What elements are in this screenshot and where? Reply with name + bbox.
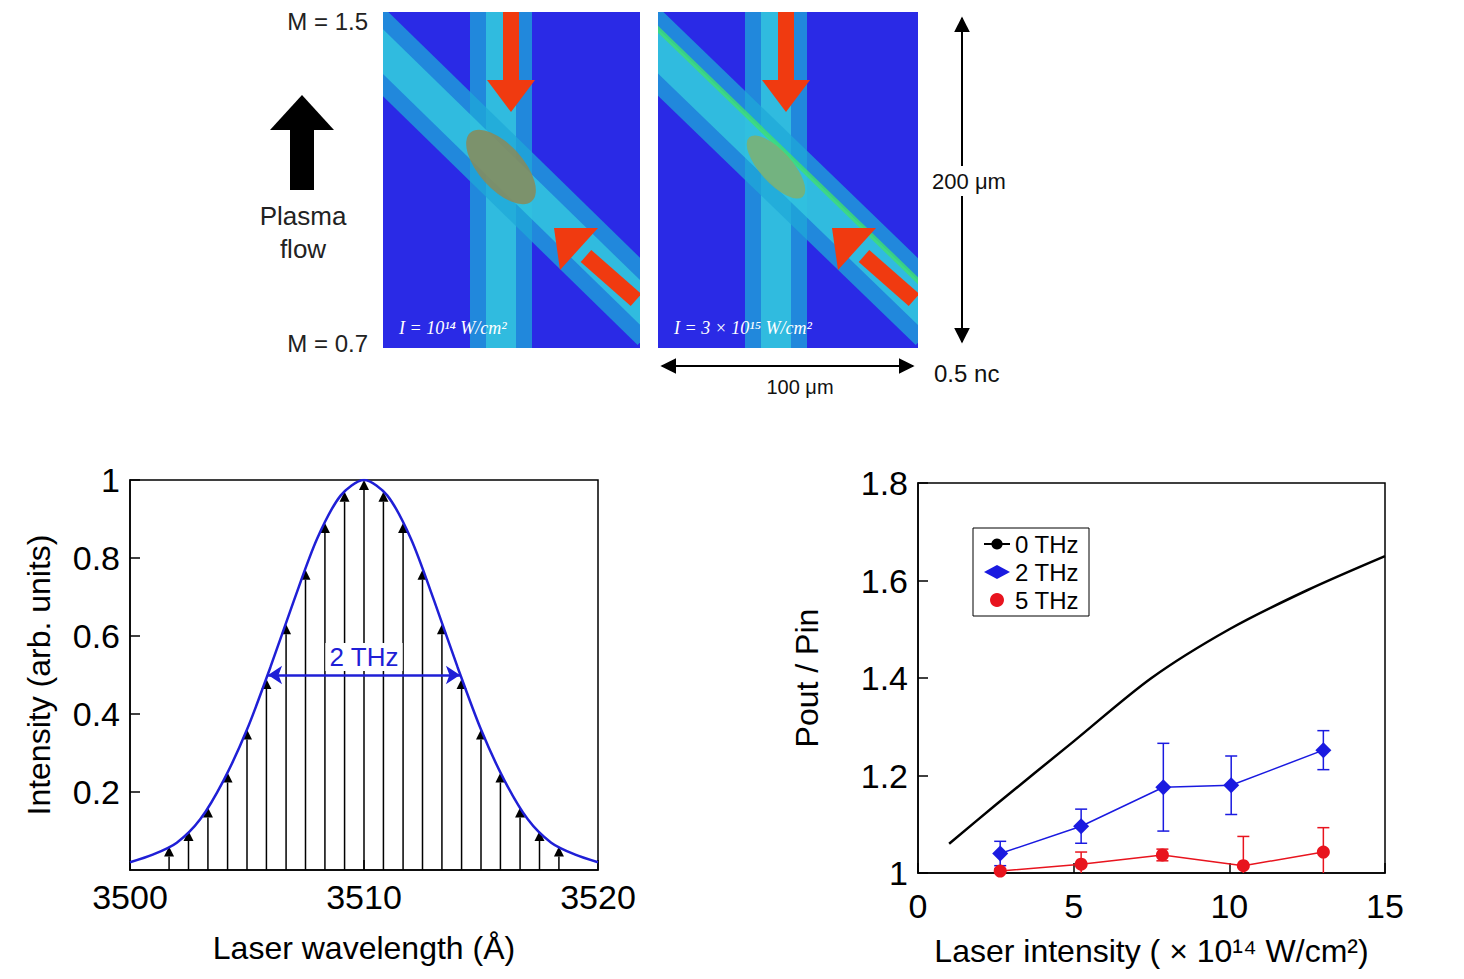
svg-text:100 μm: 100 μm <box>766 376 833 398</box>
svg-text:0.2: 0.2 <box>73 773 120 811</box>
svg-text:3510: 3510 <box>326 878 402 916</box>
svg-text:5 THz: 5 THz <box>1015 587 1079 614</box>
svg-text:Plasma: Plasma <box>260 201 347 231</box>
svg-text:0.6: 0.6 <box>73 617 120 655</box>
svg-text:M = 1.5: M = 1.5 <box>287 8 368 35</box>
svg-text:1.8: 1.8 <box>861 464 908 502</box>
svg-text:0.4: 0.4 <box>73 695 120 733</box>
svg-text:0: 0 <box>909 887 928 925</box>
svg-text:M = 0.7: M = 0.7 <box>287 330 368 357</box>
svg-text:1.2: 1.2 <box>861 757 908 795</box>
svg-text:5: 5 <box>1064 887 1083 925</box>
svg-text:0.5 nc: 0.5 nc <box>934 360 999 387</box>
svg-text:1.4: 1.4 <box>861 659 908 697</box>
svg-text:1: 1 <box>889 854 908 892</box>
svg-text:I = 10¹⁴ W/cm²: I = 10¹⁴ W/cm² <box>398 318 507 338</box>
svg-text:0.8: 0.8 <box>73 539 120 577</box>
svg-text:1: 1 <box>101 461 120 499</box>
svg-text:0 THz: 0 THz <box>1015 531 1079 558</box>
svg-text:flow: flow <box>280 234 326 264</box>
svg-text:Pout / Pin: Pout / Pin <box>789 609 825 748</box>
svg-text:3520: 3520 <box>560 878 636 916</box>
svg-text:10: 10 <box>1210 887 1248 925</box>
svg-text:200 μm: 200 μm <box>932 169 1006 194</box>
svg-text:Laser intensity ( × 10¹⁴ W/cm²: Laser intensity ( × 10¹⁴ W/cm²) <box>934 933 1368 969</box>
svg-text:2 THz: 2 THz <box>330 642 399 672</box>
svg-text:1.6: 1.6 <box>861 562 908 600</box>
svg-text:15: 15 <box>1366 887 1404 925</box>
svg-text:Intensity (arb. units): Intensity (arb. units) <box>21 535 57 816</box>
svg-text:Laser wavelength (Å): Laser wavelength (Å) <box>213 930 515 966</box>
svg-text:2 THz: 2 THz <box>1015 559 1079 586</box>
svg-text:I = 3 × 10¹⁵ W/cm²: I = 3 × 10¹⁵ W/cm² <box>673 318 812 338</box>
svg-text:3500: 3500 <box>92 878 168 916</box>
